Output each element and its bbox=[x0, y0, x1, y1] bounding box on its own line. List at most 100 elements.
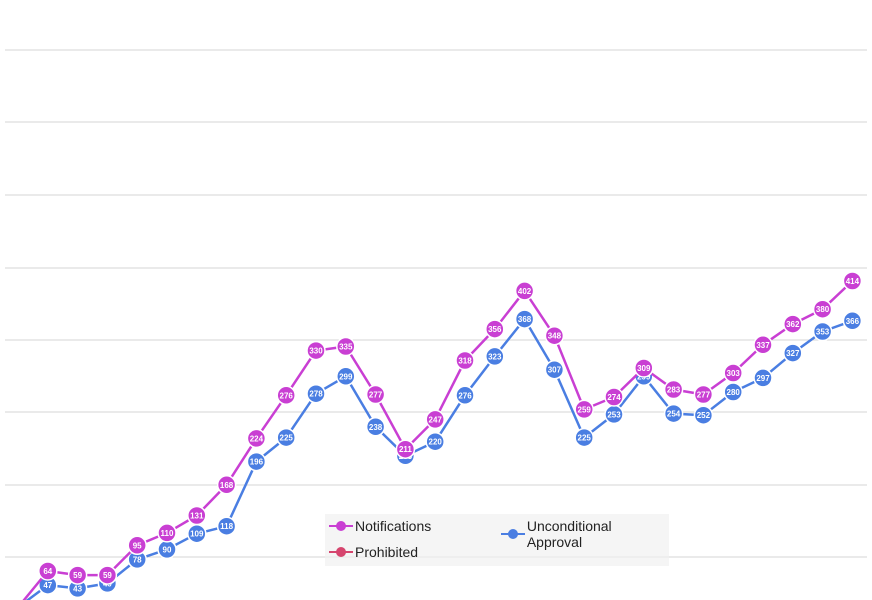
data-label: 43 bbox=[73, 584, 82, 593]
data-point bbox=[574, 399, 594, 420]
data-label: 318 bbox=[458, 357, 472, 366]
legend: Notifications Unconditional Approval Pro… bbox=[325, 514, 669, 566]
data-point bbox=[246, 451, 267, 472]
legend-label-unconditional-approval: Unconditional Approval bbox=[526, 518, 612, 550]
data-label: 327 bbox=[786, 349, 800, 358]
legend-swatch-notifications bbox=[329, 520, 353, 532]
data-point bbox=[67, 565, 88, 585]
data-label: 348 bbox=[548, 332, 562, 341]
data-label: 225 bbox=[280, 434, 294, 443]
data-label: 254 bbox=[667, 410, 681, 419]
data-label: 276 bbox=[280, 391, 294, 400]
legend-label-notifications: Notifications bbox=[355, 518, 432, 534]
data-point bbox=[574, 427, 594, 448]
data-label: 356 bbox=[488, 325, 502, 334]
data-point bbox=[306, 383, 326, 404]
data-point bbox=[365, 417, 386, 437]
data-point bbox=[783, 343, 803, 363]
data-point bbox=[127, 535, 147, 556]
series-layer: 4743497890109118196225278299238203220276… bbox=[22, 271, 863, 600]
data-point bbox=[693, 384, 714, 405]
data-label: 110 bbox=[161, 529, 174, 538]
data-point bbox=[216, 475, 237, 495]
data-point bbox=[544, 359, 565, 380]
data-point bbox=[723, 363, 743, 383]
data-label: 353 bbox=[816, 328, 830, 337]
legend-item-notifications: Notifications bbox=[329, 518, 431, 534]
data-point bbox=[276, 385, 296, 406]
data-label: 337 bbox=[756, 341, 770, 350]
data-label: 380 bbox=[816, 305, 830, 314]
data-label: 211 bbox=[399, 445, 412, 454]
data-point bbox=[157, 523, 177, 543]
data-point bbox=[485, 346, 505, 367]
data-point bbox=[604, 387, 624, 407]
data-point bbox=[842, 311, 863, 331]
data-point bbox=[693, 405, 714, 425]
data-label: 95 bbox=[133, 541, 142, 550]
data-label: 335 bbox=[339, 343, 353, 352]
data-point bbox=[455, 350, 475, 371]
data-point bbox=[663, 403, 684, 424]
data-label: 78 bbox=[133, 555, 142, 564]
data-label: 253 bbox=[607, 410, 621, 419]
data-label: 309 bbox=[637, 364, 651, 373]
legend-swatch-prohibited bbox=[329, 546, 353, 558]
data-label: 402 bbox=[518, 287, 532, 296]
data-point bbox=[842, 271, 863, 291]
data-point bbox=[336, 366, 356, 387]
data-point bbox=[753, 368, 773, 388]
data-label: 109 bbox=[190, 530, 204, 539]
data-point bbox=[812, 321, 833, 342]
data-point bbox=[514, 309, 535, 329]
data-point bbox=[365, 384, 386, 405]
legend-item-unconditional-approval: Unconditional Approval bbox=[501, 518, 669, 550]
legend-swatch-unconditional-approval bbox=[501, 528, 525, 540]
data-point bbox=[753, 335, 773, 355]
data-label: 196 bbox=[250, 458, 264, 467]
data-point bbox=[723, 382, 743, 402]
data-point bbox=[395, 439, 416, 459]
data-point bbox=[455, 385, 475, 406]
data-label: 64 bbox=[43, 567, 52, 576]
data-label: 277 bbox=[697, 391, 711, 400]
data-point bbox=[246, 428, 267, 449]
data-label: 366 bbox=[846, 317, 860, 326]
data-point bbox=[97, 565, 118, 585]
data-point bbox=[38, 561, 58, 581]
data-label: 280 bbox=[727, 388, 741, 397]
data-label: 278 bbox=[309, 390, 323, 399]
data-label: 362 bbox=[786, 320, 800, 329]
data-label: 168 bbox=[220, 481, 234, 490]
data-point bbox=[216, 516, 237, 536]
data-point bbox=[783, 314, 803, 334]
data-point bbox=[425, 431, 445, 452]
data-label: 414 bbox=[846, 277, 860, 286]
series-notifications: 64 59 59 95 110 131 168 224 276 330 335 277 211 247 31… bbox=[22, 271, 863, 600]
data-label: 225 bbox=[578, 434, 592, 443]
data-label: 238 bbox=[369, 423, 383, 432]
data-point bbox=[306, 340, 326, 361]
data-label: 283 bbox=[667, 386, 681, 395]
data-label: 330 bbox=[309, 347, 323, 356]
data-point bbox=[336, 336, 356, 357]
data-label: 297 bbox=[756, 374, 770, 383]
data-label: 299 bbox=[339, 372, 353, 381]
data-point bbox=[544, 325, 565, 346]
data-label: 131 bbox=[190, 512, 204, 521]
gridlines bbox=[5, 49, 867, 558]
data-label: 276 bbox=[458, 391, 472, 400]
data-label: 259 bbox=[578, 405, 592, 414]
data-label: 252 bbox=[697, 411, 711, 420]
data-label: 247 bbox=[429, 415, 443, 424]
data-point bbox=[812, 299, 833, 319]
data-point bbox=[276, 427, 296, 448]
data-label: 224 bbox=[250, 434, 264, 443]
data-point bbox=[663, 379, 684, 400]
legend-label-prohibited: Prohibited bbox=[355, 544, 419, 560]
series-unconditional-approval: 4743497890109118196225278299238203220276… bbox=[25, 309, 863, 600]
data-label: 59 bbox=[73, 571, 82, 580]
data-label: 90 bbox=[163, 545, 172, 554]
data-point bbox=[187, 505, 207, 526]
